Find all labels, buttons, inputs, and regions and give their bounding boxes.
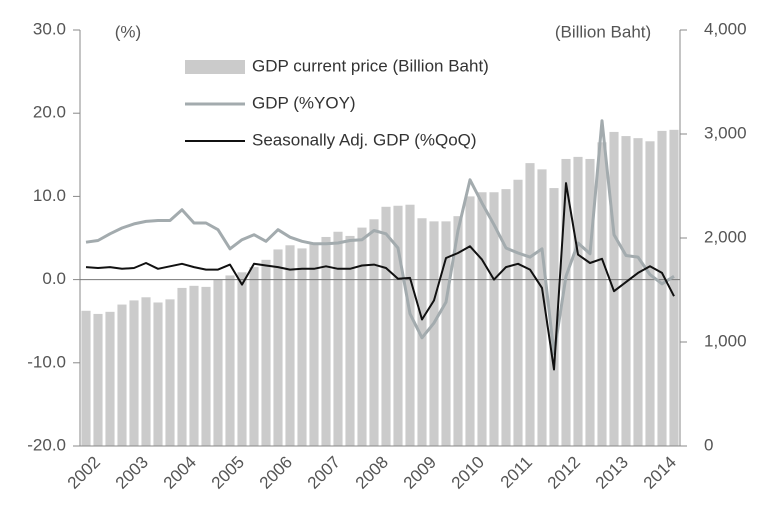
bar (645, 141, 655, 446)
bar (213, 279, 223, 446)
bar (489, 192, 499, 446)
line-series (85, 182, 675, 371)
bar (225, 275, 235, 446)
bar (333, 231, 343, 446)
bar (393, 205, 403, 446)
y2-tick-label: 0 (704, 435, 713, 454)
bar (633, 138, 643, 446)
bar (81, 310, 91, 446)
x-tick-label: 2013 (592, 453, 632, 493)
x-tick-label: 2011 (497, 453, 536, 492)
bar (309, 243, 319, 446)
bar (285, 245, 295, 446)
y2-tick-label: 4,000 (704, 19, 747, 38)
y-tick-label: 0.0 (42, 269, 66, 288)
bar (117, 304, 127, 446)
y-axis-label: (%) (115, 22, 141, 41)
bar (429, 221, 439, 446)
x-tick-label: 2003 (112, 453, 152, 493)
y-tick-label: -20.0 (27, 435, 66, 454)
bar (441, 221, 451, 446)
bar (165, 299, 175, 446)
legend-label: Seasonally Adj. GDP (%QoQ) (252, 130, 477, 149)
bar (597, 142, 607, 446)
y-tick-label: 10.0 (33, 186, 66, 205)
bar (369, 219, 379, 446)
x-tick-label: 2004 (160, 453, 200, 493)
x-tick-label: 2008 (352, 453, 392, 493)
y-tick-label: -10.0 (27, 352, 66, 371)
bar (237, 272, 247, 446)
x-tick-label: 2005 (208, 453, 248, 493)
x-tick-label: 2009 (400, 453, 440, 493)
bar (105, 311, 115, 446)
bar (561, 158, 571, 446)
bar (345, 235, 355, 446)
bar (513, 179, 523, 446)
bar (321, 236, 331, 446)
bar (453, 216, 463, 446)
y2-tick-label: 2,000 (704, 227, 747, 246)
bar (585, 158, 595, 446)
bar (669, 129, 679, 446)
bar (525, 163, 535, 446)
x-tick-label: 2014 (640, 453, 680, 493)
legend-label: GDP current price (Billion Baht) (252, 56, 489, 75)
bar (537, 169, 547, 447)
bar (405, 204, 415, 446)
bar (249, 267, 259, 446)
x-tick-label: 2007 (304, 453, 344, 493)
bar (129, 300, 139, 446)
bar (549, 188, 559, 446)
bar (657, 130, 667, 446)
x-tick-label: 2002 (64, 453, 104, 493)
bar (261, 259, 271, 446)
bar (201, 286, 211, 446)
y2-axis-label: (Billion Baht) (555, 22, 651, 41)
y-tick-label: 30.0 (33, 19, 66, 38)
bar (477, 192, 487, 446)
bar (573, 156, 583, 446)
legend-swatch (185, 60, 245, 74)
bar (141, 297, 151, 446)
legend-label: GDP (%YOY) (252, 93, 356, 112)
x-tick-label: 2012 (544, 453, 584, 493)
bar (357, 227, 367, 446)
bar (297, 248, 307, 446)
bar (621, 136, 631, 446)
bar (417, 218, 427, 446)
y2-tick-label: 1,000 (704, 331, 747, 350)
legend: GDP current price (Billion Baht) GDP (%YO… (185, 56, 489, 149)
bar (381, 206, 391, 446)
x-tick-label: 2010 (448, 453, 488, 493)
bar (189, 285, 199, 446)
y2-tick-label: 3,000 (704, 123, 747, 142)
bar (273, 249, 283, 446)
bar (501, 189, 511, 446)
y-tick-label: 20.0 (33, 103, 66, 122)
bar (93, 313, 103, 446)
x-tick-label: 2006 (256, 453, 296, 493)
bar (177, 287, 187, 446)
bar (465, 196, 475, 446)
bar (153, 302, 163, 446)
